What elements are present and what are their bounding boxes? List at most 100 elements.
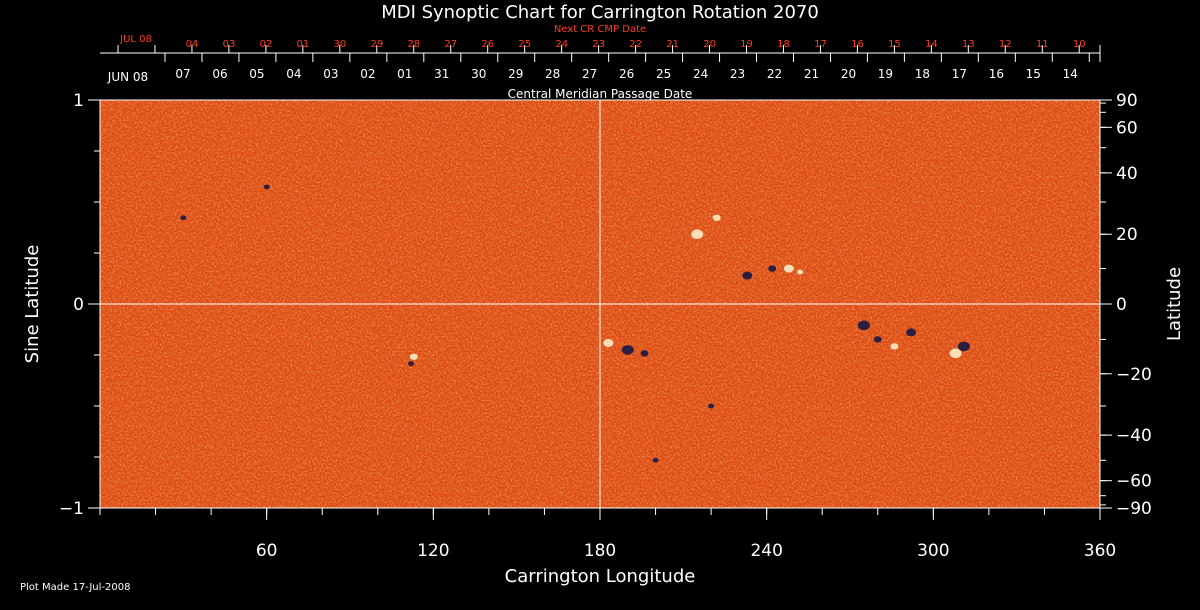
next-cr-date: 30 bbox=[334, 39, 347, 50]
next-cr-date: 17 bbox=[814, 39, 827, 50]
y-right-tick-label: −40 bbox=[1116, 426, 1152, 446]
next-cr-date: 16 bbox=[851, 39, 864, 50]
cmp-date: 23 bbox=[730, 67, 745, 81]
cmp-date: 02 bbox=[360, 67, 375, 81]
y-right-tick-label: −20 bbox=[1116, 365, 1152, 385]
positive-flux-region bbox=[890, 343, 899, 350]
next-cr-date: 15 bbox=[888, 39, 901, 50]
positive-flux-region bbox=[409, 353, 418, 360]
y-axis-right: 90 60 40 20 0 −20 −40 −60 −90 bbox=[1100, 91, 1152, 519]
negative-flux-region bbox=[768, 265, 777, 272]
negative-flux-region bbox=[857, 320, 870, 331]
chart-title: MDI Synoptic Chart for Carrington Rotati… bbox=[381, 2, 819, 23]
cmp-dates: 07 06 05 04 03 02 01 31 30 29 28 27 26 25 24 23 22 21 20 19… bbox=[175, 67, 1078, 81]
y-right-tick-label: 40 bbox=[1116, 164, 1138, 184]
cmp-date: 15 bbox=[1026, 67, 1041, 81]
plot-made-note: Plot Made 17-Jul-2008 bbox=[20, 582, 130, 593]
top-date-axes: Next CR CMP Date JUL 08 04 03 02 01 30 29 28 27… bbox=[100, 24, 1101, 101]
next-cr-start: JUL 08 bbox=[119, 34, 152, 45]
cmp-label: Central Meridian Passage Date bbox=[508, 87, 693, 101]
y-left-tick-label: 0 bbox=[73, 295, 84, 315]
cmp-date: 20 bbox=[841, 67, 856, 81]
top-date-ticks bbox=[117, 45, 1101, 62]
cmp-date: 18 bbox=[915, 67, 930, 81]
cmp-date: 06 bbox=[212, 67, 227, 81]
y-right-tick-label: −60 bbox=[1116, 472, 1152, 492]
cmp-date: 27 bbox=[582, 67, 597, 81]
next-cr-date: 18 bbox=[777, 39, 790, 50]
next-cr-date: 24 bbox=[555, 39, 568, 50]
y-left-tick-label: 1 bbox=[73, 91, 84, 111]
cmp-date: 19 bbox=[878, 67, 893, 81]
next-cr-date: 19 bbox=[740, 39, 753, 50]
negative-flux-region bbox=[742, 271, 753, 280]
next-cr-date: 26 bbox=[481, 39, 494, 50]
cmp-date: 31 bbox=[434, 67, 449, 81]
y-right-tick-label: 90 bbox=[1116, 91, 1138, 111]
cmp-date: 01 bbox=[397, 67, 412, 81]
x-axis-label: Carrington Longitude bbox=[505, 566, 696, 587]
positive-flux-region bbox=[783, 264, 794, 273]
cmp-date: 21 bbox=[804, 67, 819, 81]
positive-flux-region bbox=[712, 214, 721, 221]
cmp-date: 30 bbox=[471, 67, 486, 81]
cmp-start: JUN 08 bbox=[107, 70, 148, 84]
cmp-date: 29 bbox=[508, 67, 523, 81]
next-cr-date: 23 bbox=[592, 39, 605, 50]
next-cr-date: 03 bbox=[223, 39, 236, 50]
negative-flux-region bbox=[621, 345, 634, 355]
next-cr-label: Next CR CMP Date bbox=[554, 24, 646, 35]
next-cr-date: 11 bbox=[1036, 39, 1049, 50]
next-cr-date: 01 bbox=[297, 39, 310, 50]
x-tick-label: 180 bbox=[584, 541, 616, 561]
negative-flux-region bbox=[652, 457, 659, 463]
negative-flux-region bbox=[957, 341, 970, 352]
cmp-date: 04 bbox=[286, 67, 301, 81]
next-cr-date: 25 bbox=[518, 39, 531, 50]
next-cr-date: 12 bbox=[999, 39, 1012, 50]
cmp-date: 17 bbox=[952, 67, 967, 81]
cmp-date: 14 bbox=[1063, 67, 1078, 81]
y-axis-label-left: Sine Latitude bbox=[22, 245, 43, 364]
y-right-tick-label: 20 bbox=[1116, 225, 1138, 245]
x-axis-ticks: 60 120 180 240 300 360 bbox=[99, 508, 1116, 561]
positive-flux-region bbox=[603, 338, 614, 347]
negative-flux-region bbox=[408, 361, 415, 367]
cmp-date: 24 bbox=[693, 67, 708, 81]
negative-flux-region bbox=[708, 403, 715, 409]
cmp-date: 05 bbox=[249, 67, 264, 81]
next-cr-date: 21 bbox=[666, 39, 679, 50]
cmp-date: 28 bbox=[545, 67, 560, 81]
cmp-date: 26 bbox=[619, 67, 634, 81]
next-cr-date: 28 bbox=[407, 39, 420, 50]
y-axis-label-right: Latitude bbox=[1164, 267, 1185, 341]
next-cr-date: 14 bbox=[925, 39, 938, 50]
cmp-date: 03 bbox=[323, 67, 338, 81]
positive-flux-region bbox=[797, 269, 803, 275]
magnetogram-map bbox=[99, 99, 1101, 509]
next-cr-date: 29 bbox=[370, 39, 383, 50]
negative-flux-region bbox=[263, 184, 270, 190]
positive-flux-region bbox=[949, 348, 962, 359]
y-left-tick-label: −1 bbox=[59, 499, 84, 519]
cmp-date: 07 bbox=[175, 67, 190, 81]
active-regions bbox=[180, 184, 970, 463]
y-axis-left: −1 0 1 bbox=[59, 91, 100, 519]
negative-flux-region bbox=[906, 328, 917, 337]
next-cr-date: 27 bbox=[444, 39, 457, 50]
cmp-date: 16 bbox=[989, 67, 1004, 81]
cmp-date: 25 bbox=[656, 67, 671, 81]
y-right-tick-label: 0 bbox=[1116, 295, 1127, 315]
cmp-date: 22 bbox=[767, 67, 782, 81]
y-right-tick-label: −90 bbox=[1116, 499, 1152, 519]
negative-flux-region bbox=[873, 336, 882, 343]
negative-flux-region bbox=[180, 215, 187, 221]
negative-flux-region bbox=[640, 350, 649, 357]
x-tick-label: 120 bbox=[417, 541, 449, 561]
next-cr-date: 20 bbox=[703, 39, 716, 50]
x-tick-label: 360 bbox=[1084, 541, 1116, 561]
next-cr-date: 10 bbox=[1073, 39, 1086, 50]
next-cr-date: 02 bbox=[260, 39, 273, 50]
next-cr-date: 04 bbox=[186, 39, 199, 50]
